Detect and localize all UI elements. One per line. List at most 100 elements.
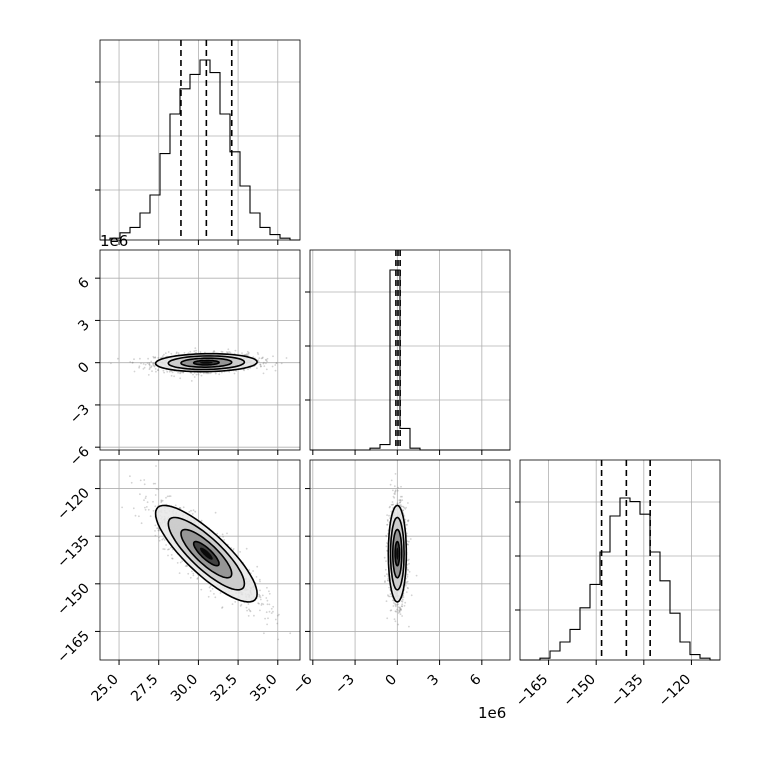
sample-point (399, 499, 402, 501)
sample-point (170, 554, 173, 556)
sample-point (276, 614, 279, 617)
sample-point (392, 489, 394, 492)
sample-point (162, 548, 165, 550)
sample-point (173, 375, 176, 378)
sample-point (394, 605, 397, 608)
sample-point (143, 499, 145, 502)
sample-point (247, 351, 250, 354)
sample-point (139, 493, 141, 496)
sample-point (406, 563, 409, 566)
hist-panel-0 (95, 39, 301, 245)
scatter-panel-0-1: −6 −3 0 3 6 (67, 249, 301, 470)
sample-point (386, 520, 389, 522)
sample-point (260, 604, 263, 606)
scatter-panel-1-2: −6 −3 0 3 6 (290, 459, 511, 697)
sample-point (121, 506, 123, 509)
hist-panel-2: −165 −150 −135 −120 (513, 459, 721, 710)
sample-point (143, 366, 146, 369)
sample-point (149, 367, 151, 369)
x-tick-label: 3 (425, 672, 443, 690)
sample-point (168, 548, 170, 551)
sample-point (246, 350, 249, 353)
sample-point (249, 610, 252, 613)
y-tick-label: −3 (67, 401, 93, 427)
sample-point (148, 363, 151, 366)
sample-point (221, 606, 224, 609)
sample-point (263, 632, 265, 635)
sample-point (214, 596, 217, 599)
sample-point (401, 615, 403, 617)
sample-point (132, 507, 135, 510)
sample-point (390, 510, 393, 513)
sample-point (200, 588, 203, 591)
sample-point (190, 509, 192, 512)
sample-point (220, 350, 223, 353)
contour-line (154, 352, 258, 373)
sample-point (405, 591, 408, 593)
contour-line (154, 504, 258, 603)
x-tick-label: 25.0 (89, 672, 122, 705)
sample-point (247, 603, 250, 605)
sample-point (166, 495, 169, 498)
sample-point (263, 365, 266, 367)
sample-point (154, 524, 157, 527)
sample-point (148, 362, 151, 364)
sample-point (184, 565, 187, 567)
sample-point (258, 357, 261, 360)
sample-point (399, 495, 402, 498)
sample-point (406, 575, 409, 578)
sample-point (151, 370, 153, 373)
sample-point (261, 357, 264, 359)
contour-line (167, 516, 246, 591)
sample-point (268, 610, 271, 613)
sample-point (169, 495, 172, 497)
sample-point (183, 352, 186, 354)
sample-point (145, 506, 148, 508)
sample-point (397, 612, 400, 614)
sample-point (260, 357, 263, 360)
contour-line (192, 540, 220, 567)
sample-point (167, 351, 170, 353)
sample-point (388, 595, 391, 598)
sample-point (143, 479, 146, 481)
sample-point (257, 602, 260, 605)
sample-point (399, 500, 402, 503)
sample-point (400, 608, 402, 611)
sample-point (259, 596, 262, 599)
sample-point (257, 360, 260, 363)
sample-point (405, 581, 408, 584)
sample-point (148, 364, 151, 367)
sample-point (402, 509, 404, 511)
sample-point (226, 532, 228, 535)
sample-point (400, 485, 402, 488)
sample-point (145, 495, 147, 498)
y-tick-label: −135 (54, 533, 93, 572)
panel-frame (99, 39, 301, 241)
sample-point (408, 540, 410, 543)
sample-point (152, 500, 154, 503)
density-fill (200, 547, 213, 560)
sample-point (264, 617, 266, 620)
sample-point (229, 351, 232, 354)
sample-point (249, 609, 251, 612)
sample-point (275, 362, 278, 364)
sample-point (147, 357, 150, 360)
sample-point (162, 369, 165, 372)
sample-point (182, 371, 185, 374)
sample-point (265, 359, 268, 361)
sample-point (385, 534, 388, 537)
sample-point (394, 473, 397, 475)
sample-point (406, 573, 409, 576)
sample-point (243, 369, 246, 372)
sample-point (144, 363, 147, 366)
sample-point (256, 351, 259, 354)
sample-point (407, 543, 409, 546)
sample-point (178, 572, 181, 574)
sample-point (194, 347, 197, 349)
sample-point (267, 617, 269, 620)
sample-point (129, 475, 131, 478)
sample-point (259, 609, 261, 612)
y-tick-label: 6 (75, 275, 93, 293)
sample-point (179, 372, 182, 375)
